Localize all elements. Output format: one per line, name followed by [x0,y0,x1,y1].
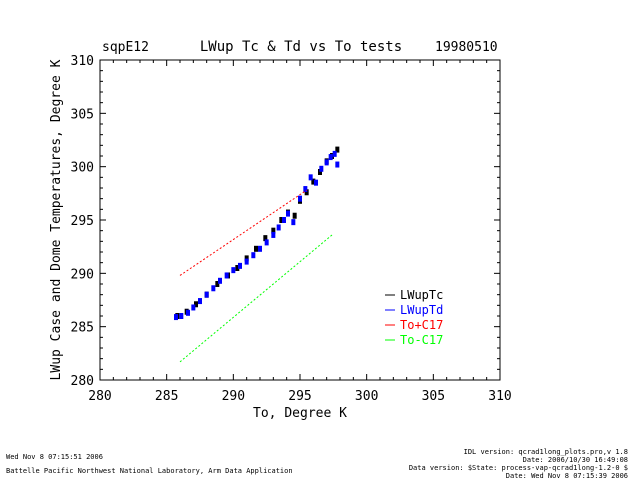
site-label: sqpE12 [102,40,149,55]
data-point-lwuptd [174,314,178,321]
data-point-lwuptd [191,304,196,311]
data-point-lwuptd [324,159,329,166]
y-tick-label: 305 [71,107,94,122]
x-tick-label: 295 [288,389,311,404]
plot-frame [99,59,501,381]
data-point-lwuptd [332,150,337,157]
data-point-lwuptc [318,169,322,175]
data-point-lwuptd [328,154,333,161]
footer-timestamp: Wed Nov 8 07:15:51 2006 [6,453,103,461]
data-point-lwuptd [282,217,286,223]
y-tick-label: 290 [71,267,94,282]
y-tick-label: 280 [71,374,94,389]
data-point-lwuptd [264,239,269,246]
x-tick-label: 290 [222,389,245,404]
x-tick-label: 280 [88,389,111,404]
data-point-lwuptd [179,313,184,319]
data-point-lwuptc [304,189,309,196]
data-point-lwuptd [218,277,222,284]
footer-version-line-3: Data version: $State: process-vap-qcrad1… [408,464,628,472]
data-series [174,146,340,363]
y-tick-label: 295 [71,214,94,229]
data-point-lwuptc [292,212,297,219]
data-point-lwuptd [231,267,236,274]
data-point-lwuptd [211,285,216,292]
data-point-lwuptc [311,178,316,185]
legend-label-to-c17: To-C17 [400,333,443,347]
legend-label-lwuptd: LWupTd [400,303,443,317]
data-point-lwuptd [319,165,324,172]
x-tick-label: 310 [488,389,511,404]
y-tick-label: 300 [71,161,94,176]
data-point-lwuptc [263,235,268,242]
data-point-lwuptd [271,231,276,238]
data-point-lwuptd [251,252,256,259]
y-axis: 280 285 290 295 300 305 310 [71,54,500,389]
data-point-lwuptd [335,161,340,168]
footer-organization: Battelle Pacific Northwest National Labo… [6,467,293,475]
data-point-lwuptd [258,245,262,252]
data-point-lwuptc [244,255,249,262]
y-tick-label: 310 [71,54,94,69]
footer-version-line-4: Date: Wed Nov 8 07:15:39 2006 [505,472,628,480]
chart-title: LWup Tc & Td vs To tests [200,39,402,55]
data-point-lwuptd [291,219,296,226]
data-point-lwuptc [279,217,284,223]
data-point-lwuptd [308,174,313,181]
data-point-lwuptd [303,186,308,193]
data-point-lwuptd [224,272,229,279]
date-label: 19980510 [435,40,498,55]
legend-label-to-c17: To+C17 [400,318,443,332]
data-point-lwuptd [204,291,209,298]
data-point-lwuptd [198,298,202,305]
data-point-lwuptd [238,262,242,269]
data-point-lwuptd [314,179,318,186]
data-point-lwuptd [298,195,302,202]
x-axis-label: To, Degree K [253,406,347,421]
data-point-lwuptc [235,265,240,271]
data-point-lwuptc [271,227,276,234]
data-point-lwuptc [194,301,198,308]
data-point-lwuptd [244,258,249,265]
legend-label-lwuptc: LWupTc [400,288,443,302]
data-point-lwuptc [335,146,340,153]
x-tick-label: 305 [422,389,445,404]
footer-version-line-2: Date: 2006/10/30 16:49:08 [522,456,628,464]
data-point-lwuptd [186,309,190,316]
data-point-lwuptd [276,224,281,231]
data-point-lwuptc [254,245,258,252]
series-line-to-c17 [179,189,307,276]
x-tick-label: 285 [155,389,178,404]
data-point-lwuptd [286,210,290,217]
series-line-to-c17 [179,233,334,363]
y-axis-label: LWup Case and Dome Temperatures, Degree … [49,59,64,380]
y-tick-label: 285 [71,321,94,336]
data-point-lwuptc [215,281,220,287]
footer-version-line-1: IDL version: qcrad1long_plots.pro,v 1.8 [463,448,628,456]
x-axis: 280 285 290 295 300 305 310 [88,60,512,404]
x-tick-label: 300 [355,389,378,404]
